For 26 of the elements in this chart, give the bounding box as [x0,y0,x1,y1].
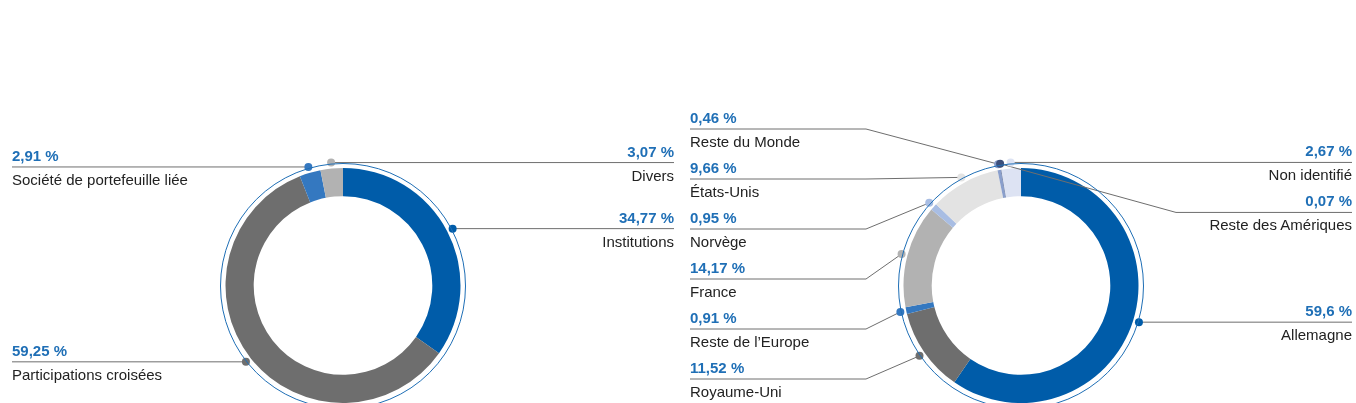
slice-label: États-Unis [690,183,760,200]
slice-label: Royaume-Uni [690,383,782,400]
data-label: 59,25 % [12,341,68,359]
data-label: 34,77 % [618,208,674,226]
data-label: 59,6 % [1305,302,1352,320]
data-label: 11,52 % [690,359,745,376]
slice-label: Non identifié [1268,166,1352,184]
data-label: 3,07 % [627,142,674,160]
data-label: 0,91 % [690,309,737,326]
data-label: 2,91 % [12,146,59,164]
slice-label: Reste de l’Europe [690,333,810,350]
slice-label: France [690,283,737,300]
data-label: 14,17 % [690,259,746,276]
data-label: 0,07 % [1305,192,1352,210]
data-label: 9,66 % [690,159,737,176]
data-label: 2,67 % [1305,142,1352,160]
slice-label: Société de portefeuille liée [12,170,188,188]
slice-label: Participations croisées [12,365,163,383]
slice-label: Divers [631,166,674,184]
slice-label: Norvège [690,233,747,250]
slice-label: Reste des Amériques [1209,216,1352,234]
slice-label: Reste du Monde [690,133,801,150]
slice-label: Institutions [602,232,674,250]
data-label: 0,46 % [690,109,737,126]
data-label: 0,95 % [690,209,737,226]
slice-label: Allemagne [1281,326,1352,344]
